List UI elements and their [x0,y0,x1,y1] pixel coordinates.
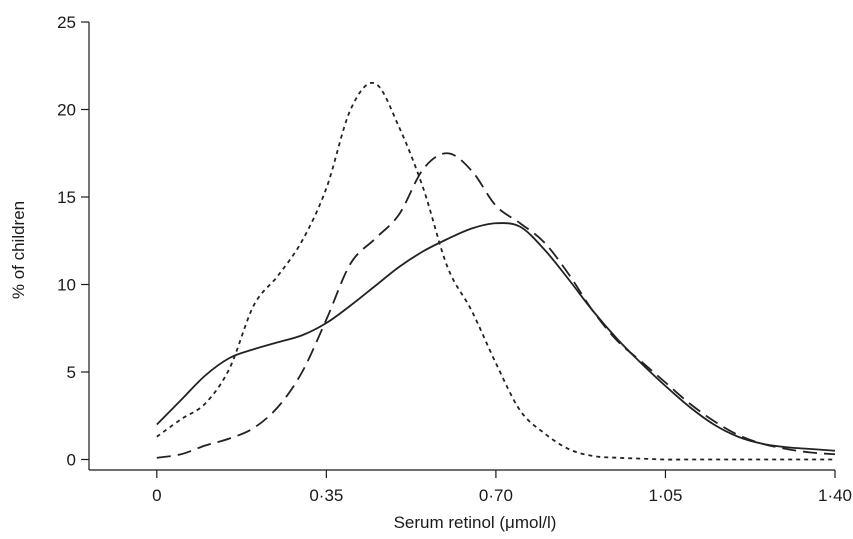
x-axis: 0 0·35 0·70 1·05 1·40 [89,469,852,505]
y-tick-label: 0 [67,451,76,470]
y-tick-label: 25 [57,13,76,32]
x-axis-title: Serum retinol (μmol/l) [394,513,557,532]
y-tick-label: 10 [57,276,76,295]
series-line-solid [156,222,836,452]
x-tick-label: 0·70 [479,486,513,505]
y-tick-label: 5 [67,363,76,382]
x-tick-label: 1·40 [818,486,852,505]
x-tick-label: 0 [152,486,161,505]
y-tick-label: 15 [57,188,76,207]
x-tick-label: 0·35 [309,486,343,505]
y-tick-label: 20 [57,101,76,120]
series-layer [156,81,836,461]
y-axis-title: % of children [9,201,28,299]
y-axis: 0 5 10 15 20 25 [57,13,90,470]
series-line-dashed [156,152,836,459]
x-tick-label: 1·05 [648,486,682,505]
series-line-dotted [156,81,835,461]
